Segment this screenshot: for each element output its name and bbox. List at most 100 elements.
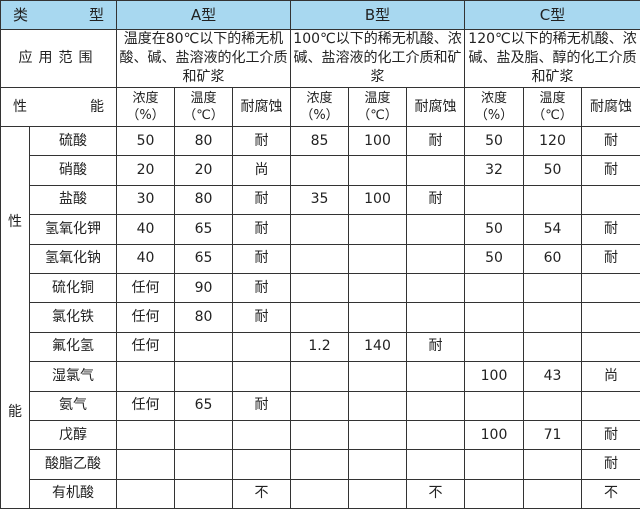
temperature-cell-a: 20	[174, 155, 233, 186]
type-label-1: 类	[13, 5, 29, 24]
concentration-header-a: 浓度 （%）	[116, 87, 175, 127]
medium-name: 氨气	[29, 390, 117, 421]
temperature-cell-c	[523, 331, 583, 363]
performance-label: 性能	[0, 87, 117, 127]
performance-label-2: 能	[90, 98, 104, 115]
concentration-cell-c	[464, 390, 525, 421]
concentration-cell-b	[290, 361, 350, 392]
temperature-cell-b: 140	[348, 331, 408, 363]
concentration-unit: （%）	[300, 108, 339, 123]
resistance-cell-a	[231, 419, 292, 451]
side-label-2: 能	[8, 404, 22, 421]
concentration-cell-a	[116, 478, 175, 510]
concentration-cell-c	[464, 478, 525, 510]
medium-name: 硝酸	[29, 155, 117, 186]
table-row: 氢氧化钾 40 65 耐 50 54 耐	[1, 214, 640, 245]
table-row: 戊醇 100 71 耐	[1, 419, 640, 451]
type-c-header: C型	[464, 0, 640, 30]
resistance-cell-b: 耐	[406, 331, 466, 363]
temperature-unit: （℃）	[183, 108, 224, 123]
resistance-cell-b	[406, 361, 466, 392]
application-a: 温度在80℃以下的稀无机酸、碱、盐溶液的化工介质和矿浆	[115, 29, 292, 88]
concentration-cell-a: 任何	[116, 331, 175, 363]
temperature-cell-b: 100	[348, 184, 408, 216]
temperature-cell-c: 54	[523, 214, 583, 245]
concentration-cell-a	[116, 361, 175, 392]
temperature-cell-b	[348, 155, 408, 186]
concentration-label: 浓度	[132, 91, 159, 106]
concentration-cell-c: 50	[464, 125, 525, 157]
concentration-cell-a: 任何	[116, 390, 175, 421]
concentration-cell-a: 30	[116, 184, 175, 216]
resistance-cell-c: 耐	[581, 214, 640, 245]
resistance-cell-b: 耐	[406, 184, 466, 216]
resistance-cell-b	[406, 272, 466, 304]
resistance-cell-b	[406, 302, 466, 333]
temperature-cell-c: 50	[523, 155, 583, 186]
temperature-cell-c	[523, 184, 583, 216]
resistance-cell-c: 尚	[581, 361, 640, 392]
concentration-cell-c: 100	[464, 361, 525, 392]
concentration-cell-a: 20	[116, 155, 175, 186]
table-row: 氯化铁 任何 80 耐	[1, 302, 640, 333]
temperature-cell-c: 43	[523, 361, 583, 392]
side-label-1: 性	[8, 214, 22, 231]
resistance-cell-c: 耐	[581, 155, 640, 186]
performance-row: 性能 浓度 （%） 温度 （℃） 耐腐蚀 浓度 （%） 温度 （℃） 耐腐蚀 浓度 （%） 温度 （℃）耐…	[0, 87, 640, 127]
concentration-cell-c	[464, 449, 525, 480]
table-row: 酸脂乙酸 耐	[1, 449, 640, 480]
temperature-cell-a: 65	[174, 214, 233, 245]
temperature-label: 温度	[190, 91, 217, 106]
resistance-cell-c	[581, 390, 640, 421]
resistance-cell-b: 不	[406, 478, 466, 510]
resistance-cell-a: 耐	[231, 302, 292, 333]
concentration-cell-a: 任何	[116, 272, 175, 304]
medium-name: 硫酸	[29, 125, 117, 157]
temperature-cell-b	[348, 302, 408, 333]
resistance-cell-c	[581, 272, 640, 304]
concentration-label: 浓度	[306, 91, 333, 106]
concentration-cell-b	[290, 302, 350, 333]
medium-name: 戊醇	[29, 419, 117, 451]
concentration-cell-a: 40	[116, 214, 175, 245]
temperature-cell-a: 80	[174, 302, 233, 333]
performance-label-1: 性	[13, 98, 27, 115]
resistance-cell-a: 耐	[231, 125, 292, 157]
concentration-cell-c: 32	[464, 155, 525, 186]
concentration-cell-a	[116, 449, 175, 480]
temperature-unit: （℃）	[532, 108, 573, 123]
concentration-cell-c	[464, 302, 525, 333]
concentration-cell-c: 50	[464, 214, 525, 245]
medium-name: 酸脂乙酸	[29, 449, 117, 480]
concentration-header-b: 浓度 （%）	[290, 87, 350, 127]
table-row: 硫化铜 任何 90 耐	[1, 272, 640, 304]
temperature-cell-b	[348, 449, 408, 480]
concentration-cell-a	[116, 419, 175, 451]
concentration-cell-a: 50	[116, 125, 175, 157]
temperature-cell-b	[348, 243, 408, 274]
type-header: 类型	[0, 0, 117, 30]
type-b-header: B型	[290, 0, 466, 30]
temperature-cell-b	[348, 272, 408, 304]
concentration-cell-b	[290, 390, 350, 421]
resistance-cell-b	[406, 449, 466, 480]
resistance-cell-c	[581, 302, 640, 333]
concentration-cell-c	[464, 272, 525, 304]
concentration-cell-a: 任何	[116, 302, 175, 333]
resistance-cell-a: 耐	[231, 272, 292, 304]
temperature-cell-a: 65	[174, 243, 233, 274]
temperature-cell-a: 90	[174, 272, 233, 304]
concentration-header-c: 浓度 （%）	[464, 87, 525, 127]
resistance-cell-b: 耐	[406, 125, 466, 157]
concentration-cell-b: 1.2	[290, 331, 350, 363]
medium-name: 有机酸	[29, 478, 117, 510]
medium-name: 硫化铜	[29, 272, 117, 304]
medium-name: 氟化氢	[29, 331, 117, 363]
concentration-cell-b	[290, 214, 350, 245]
temperature-cell-c	[523, 302, 583, 333]
concentration-cell-b	[290, 449, 350, 480]
resistance-cell-c: 不	[581, 478, 640, 510]
table-row: 氟化氢 任何 1.2 140 耐	[1, 331, 640, 363]
temperature-cell-a	[174, 419, 233, 451]
application-c: 120℃以下的稀无机酸、浓碱、盐及脂、醇的化工介质和矿浆	[464, 29, 640, 88]
